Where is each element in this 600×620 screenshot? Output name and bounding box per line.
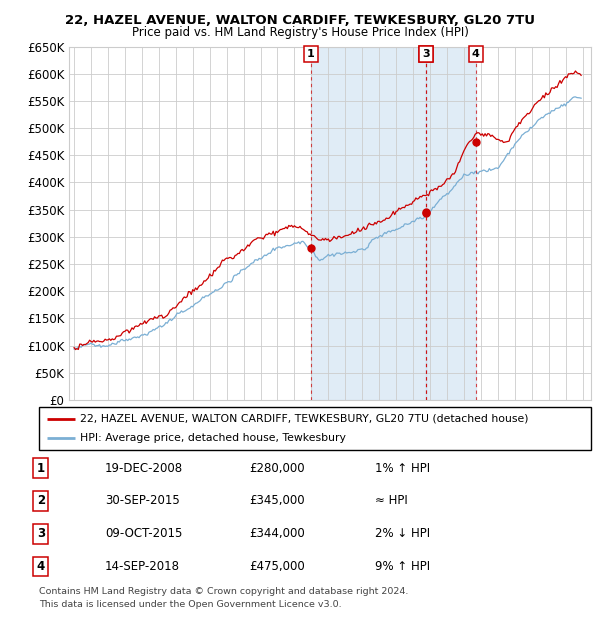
Text: 22, HAZEL AVENUE, WALTON CARDIFF, TEWKESBURY, GL20 7TU (detached house): 22, HAZEL AVENUE, WALTON CARDIFF, TEWKES… [80,414,529,423]
Text: £345,000: £345,000 [249,495,305,507]
Text: Price paid vs. HM Land Registry's House Price Index (HPI): Price paid vs. HM Land Registry's House … [131,26,469,39]
Text: 2% ↓ HPI: 2% ↓ HPI [375,528,430,540]
Text: 3: 3 [422,49,430,60]
Bar [427,46,476,400]
Text: 1: 1 [37,462,45,474]
Text: 22, HAZEL AVENUE, WALTON CARDIFF, TEWKESBURY, GL20 7TU: 22, HAZEL AVENUE, WALTON CARDIFF, TEWKES… [65,14,535,27]
Text: 19-DEC-2008: 19-DEC-2008 [105,462,183,474]
Text: 3: 3 [37,528,45,540]
Bar [311,46,427,400]
Text: This data is licensed under the Open Government Licence v3.0.: This data is licensed under the Open Gov… [39,600,341,609]
Text: £475,000: £475,000 [249,560,305,573]
Text: 30-SEP-2015: 30-SEP-2015 [105,495,180,507]
Text: 2: 2 [37,495,45,507]
Text: £280,000: £280,000 [249,462,305,474]
Text: 09-OCT-2015: 09-OCT-2015 [105,528,182,540]
Text: 14-SEP-2018: 14-SEP-2018 [105,560,180,573]
Text: Contains HM Land Registry data © Crown copyright and database right 2024.: Contains HM Land Registry data © Crown c… [39,587,409,596]
Text: £344,000: £344,000 [249,528,305,540]
Text: 1: 1 [307,49,314,60]
Text: ≈ HPI: ≈ HPI [375,495,408,507]
Text: 4: 4 [472,49,480,60]
Text: 4: 4 [37,560,45,573]
Text: HPI: Average price, detached house, Tewkesbury: HPI: Average price, detached house, Tewk… [80,433,346,443]
Text: 9% ↑ HPI: 9% ↑ HPI [375,560,430,573]
Text: 1% ↑ HPI: 1% ↑ HPI [375,462,430,474]
Text: 2: 2 [422,49,430,60]
